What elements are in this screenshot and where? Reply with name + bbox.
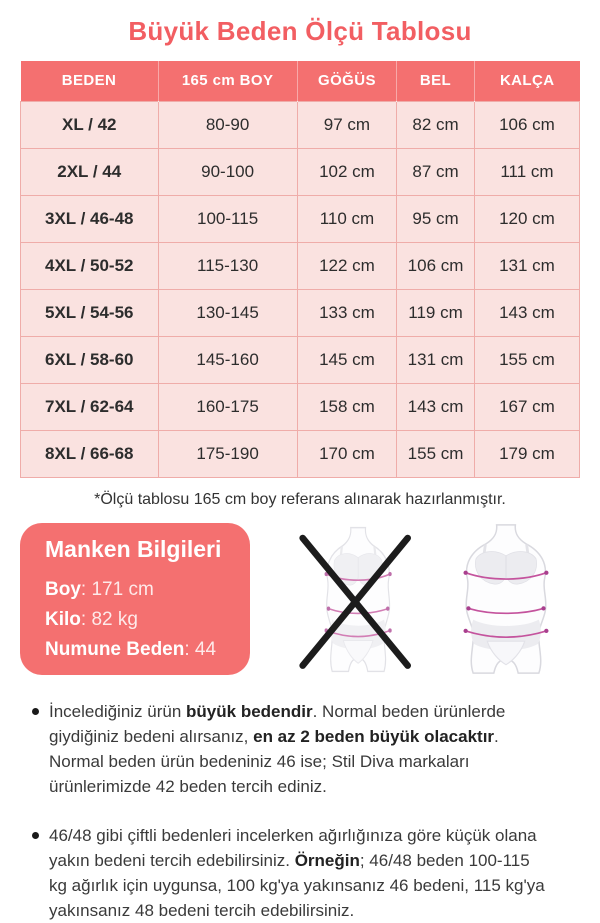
model-field-label: Numune Beden (45, 638, 185, 660)
measurement-cell: 106 cm (396, 241, 475, 290)
crossed-out-slim-figure-icon (299, 525, 412, 673)
measurement-cell: 131 cm (473, 241, 581, 290)
correct-size-figure (432, 522, 580, 675)
measurement-cell: 143 cm (396, 382, 475, 431)
measurement-cell: 145 cm (296, 335, 398, 384)
page-title: Büyük Beden Ölçü Tablosu (128, 16, 472, 46)
measurement-cell: 95 cm (396, 194, 475, 243)
wrong-size-figure (284, 523, 432, 675)
column-header-3: GÖĞÜS (296, 61, 397, 101)
notes-list: İncelediğiniz ürün büyük bedendir. Norma… (20, 699, 580, 923)
measurement-cell: 82 cm (396, 100, 475, 149)
model-field-numune-beden: Numune Beden: 44 (45, 635, 250, 665)
model-info-title: Manken Bilgileri (45, 535, 222, 562)
model-field-value: : 44 (184, 638, 217, 660)
measurement-cell: 119 cm (396, 288, 475, 337)
measurement-cell: 122 cm (296, 241, 398, 290)
measurement-cell: 115-130 (157, 241, 298, 290)
size-table-row: 6XL / 58-60 145-160 145 cm 131 cm 155 cm (20, 335, 581, 384)
model-field-label: Boy (45, 578, 81, 600)
measurement-cell: 80-90 (157, 100, 298, 149)
measurement-cell: 131 cm (396, 335, 475, 384)
size-table-row: 2XL / 44 90-100 102 cm 87 cm 111 cm (20, 147, 581, 196)
size-table-row: 8XL / 66-68 175-190 170 cm 155 cm 179 cm (20, 429, 581, 478)
size-cell: 4XL / 50-52 (20, 241, 159, 290)
measurement-cell: 110 cm (296, 194, 398, 243)
measurement-cell: 102 cm (296, 147, 398, 196)
measurement-cell: 158 cm (296, 382, 398, 431)
size-cell: 7XL / 62-64 (20, 382, 159, 431)
model-field-boy: Boy: 171 cm (45, 575, 250, 605)
size-table-row: 7XL / 62-64 160-175 158 cm 143 cm 167 cm (20, 382, 581, 431)
size-cell: 2XL / 44 (20, 147, 159, 196)
model-field-value: : 82 kg (80, 608, 138, 630)
size-guide-page: Büyük Beden Ölçü Tablosu BEDEN 165 cm BOY… (20, 16, 581, 920)
model-info-section: Manken Bilgileri Boy: 171 cm Kilo: 82 kg N… (20, 522, 580, 675)
size-cell: 5XL / 54-56 (20, 288, 159, 337)
size-table-header: BEDEN 165 cm BOY GÖĞÜS BEL KALÇA (20, 61, 580, 101)
table-footnote: *Ölçü tablosu 165 cm boy referans alınar… (94, 490, 506, 508)
size-cell: XL / 42 (20, 100, 159, 149)
measurement-cell: 143 cm (473, 288, 581, 337)
measurement-cell: 100-115 (157, 194, 298, 243)
measurement-cell: 155 cm (473, 335, 581, 384)
measurement-cell: 145-160 (157, 335, 298, 384)
plus-size-figure-icon (462, 522, 550, 675)
measurement-cell: 111 cm (473, 147, 581, 196)
model-field-value: : 171 cm (80, 578, 154, 600)
measurement-cell: 155 cm (396, 429, 475, 478)
size-table-row: XL / 42 80-90 97 cm 82 cm 106 cm (20, 100, 581, 149)
size-cell: 6XL / 58-60 (20, 335, 159, 384)
measurement-cell: 170 cm (296, 429, 398, 478)
measurement-cell: 97 cm (296, 100, 398, 149)
measurement-cell: 167 cm (473, 382, 581, 431)
size-table-row: 5XL / 54-56 130-145 133 cm 119 cm 143 cm (20, 288, 581, 337)
measurement-cell: 90-100 (157, 147, 298, 196)
column-header-5: KALÇA (473, 61, 580, 101)
size-table-row: 4XL / 50-52 115-130 122 cm 106 cm 131 cm (20, 241, 581, 290)
figure-illustrations (284, 522, 580, 675)
note-item: 46/48 gibi çiftli bedenleri incelerken a… (30, 823, 550, 923)
column-header-2: 165 cm BOY (157, 61, 298, 101)
measurement-cell: 130-145 (157, 288, 298, 337)
size-table: BEDEN 165 cm BOY GÖĞÜS BEL KALÇA XL / 42 80-9… (20, 61, 581, 478)
size-table-row: 3XL / 46-48 100-115 110 cm 95 cm 120 cm (20, 194, 581, 243)
model-field-label: Kilo (45, 608, 81, 630)
measurement-cell: 175-190 (157, 429, 298, 478)
note-item: İncelediğiniz ürün büyük bedendir. Norma… (30, 699, 550, 799)
model-info-fields: Boy: 171 cm Kilo: 82 kg Numune Beden: 44 (45, 575, 250, 665)
measurement-cell: 160-175 (157, 382, 298, 431)
column-header-1: BEDEN (20, 61, 158, 101)
size-cell: 8XL / 66-68 (20, 429, 159, 478)
model-field-kilo: Kilo: 82 kg (45, 605, 250, 635)
measurement-cell: 179 cm (473, 429, 581, 478)
x-mark-icon (299, 534, 412, 669)
measurement-cell: 106 cm (473, 100, 581, 149)
size-cell: 3XL / 46-48 (20, 194, 159, 243)
model-info-card: Manken Bilgileri Boy: 171 cm Kilo: 82 kg N… (20, 522, 250, 675)
measurement-cell: 133 cm (296, 288, 398, 337)
measurement-cell: 87 cm (396, 147, 475, 196)
measurement-cell: 120 cm (473, 194, 581, 243)
column-header-4: BEL (396, 61, 475, 101)
